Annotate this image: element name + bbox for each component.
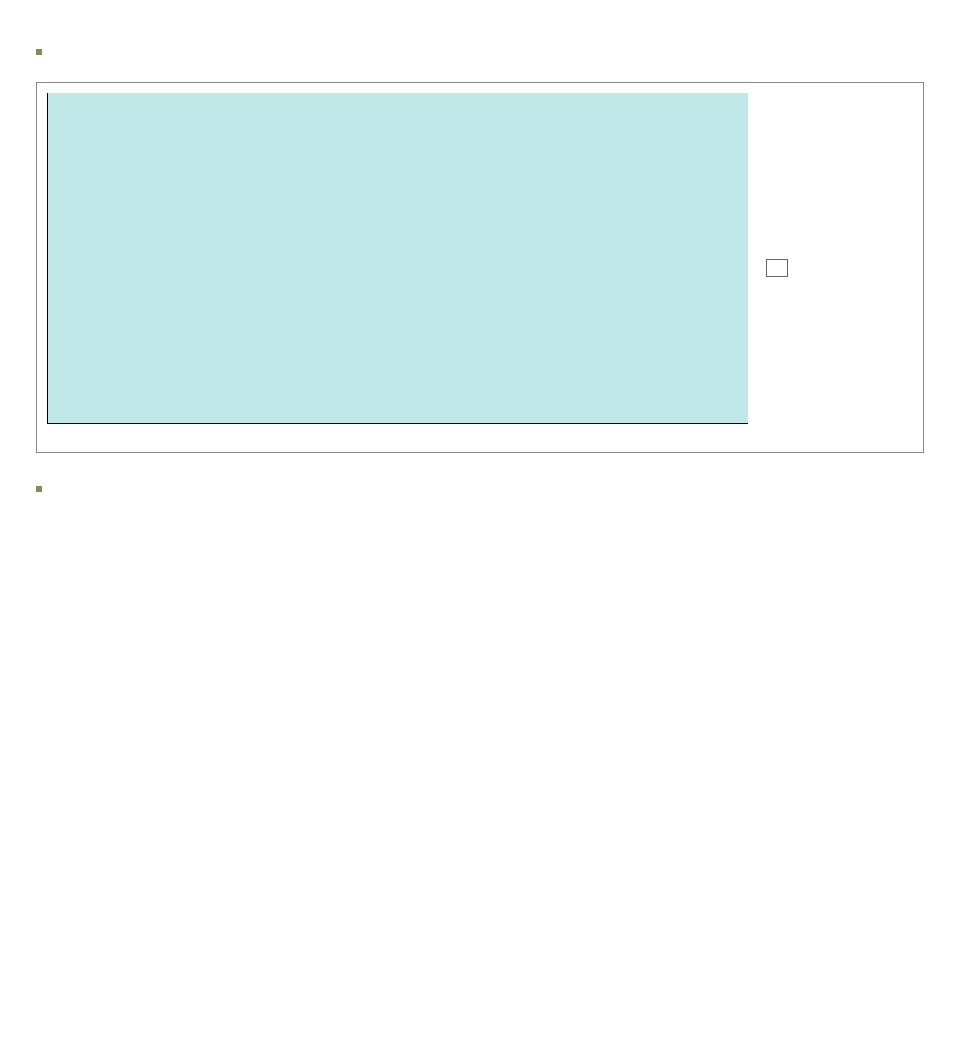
table1 — [36, 49, 42, 55]
line-chart — [36, 82, 924, 453]
table2 — [36, 486, 42, 492]
chart-legend — [766, 259, 788, 277]
